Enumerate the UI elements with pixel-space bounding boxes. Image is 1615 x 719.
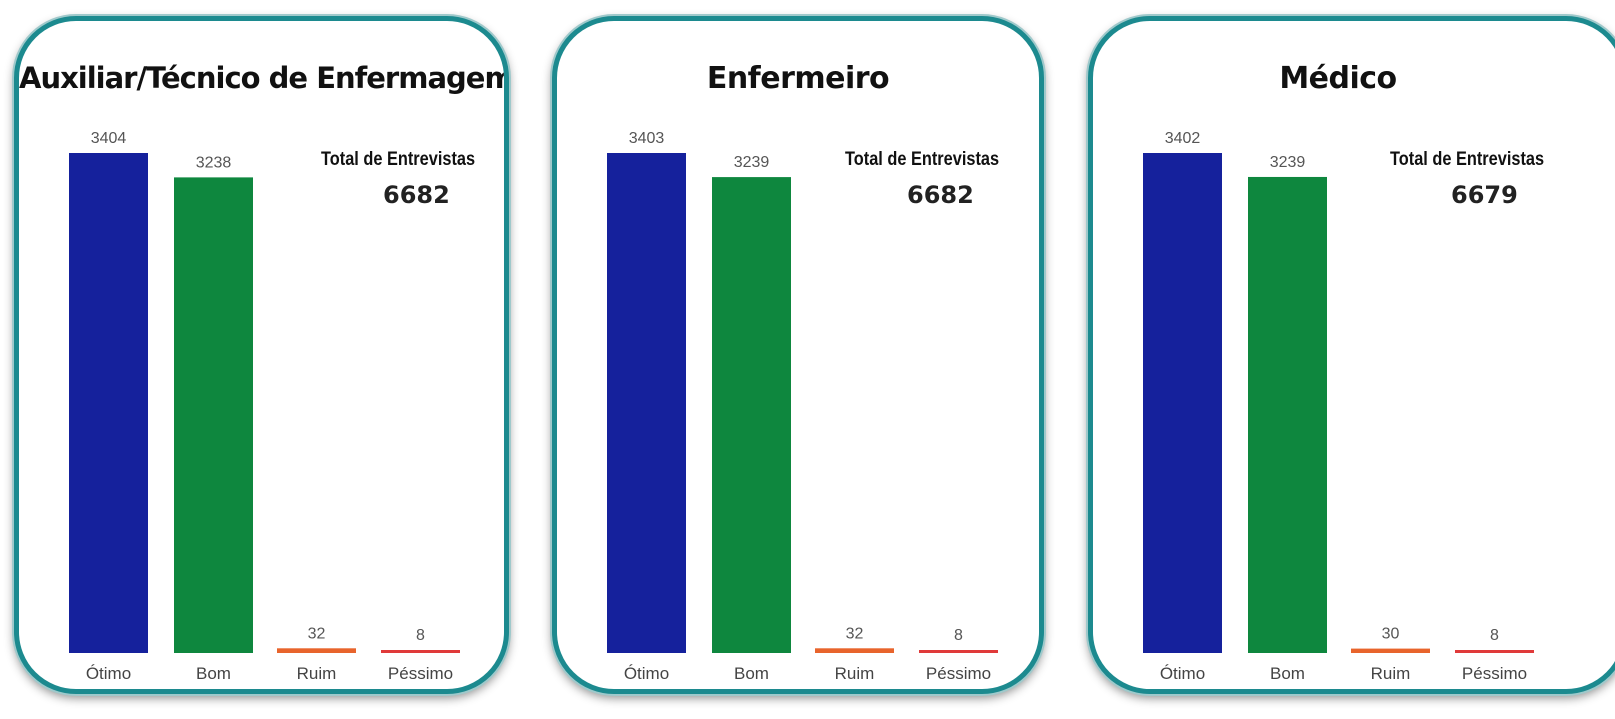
bar-3[interactable] bbox=[919, 650, 998, 653]
chart-title: Enfermeiro bbox=[706, 61, 890, 96]
category-label: Ótimo bbox=[1160, 664, 1205, 683]
category-label: Péssimo bbox=[926, 664, 991, 683]
bar-chart: 3402 Ótimo 3239 Bom 30 Ruim 8 Péssimo bbox=[1143, 130, 1534, 683]
category-label: Ruim bbox=[1371, 664, 1411, 683]
bar-0[interactable] bbox=[69, 153, 148, 653]
bar-3[interactable] bbox=[1455, 650, 1534, 653]
data-label: 3238 bbox=[196, 154, 232, 171]
chart-title: Auxiliar/Técnico de Enfermagem bbox=[19, 61, 509, 95]
chart-panel-enfermeiro: Enfermeiro Total de Entrevistas 6682 340… bbox=[552, 16, 1044, 694]
category-label: Bom bbox=[196, 664, 231, 683]
data-label: 3404 bbox=[91, 130, 127, 147]
category-label: Péssimo bbox=[1462, 664, 1527, 683]
category-label: Bom bbox=[734, 664, 769, 683]
bar-1[interactable] bbox=[1248, 176, 1327, 654]
data-label: 8 bbox=[416, 627, 425, 644]
data-label: 8 bbox=[1490, 627, 1499, 644]
bar-0[interactable] bbox=[1143, 153, 1222, 653]
data-label: 8 bbox=[954, 627, 963, 644]
chart-title: Médico bbox=[1279, 61, 1397, 96]
bar-2[interactable] bbox=[277, 648, 356, 653]
category-label: Ótimo bbox=[624, 664, 669, 683]
bar-2[interactable] bbox=[1351, 648, 1430, 653]
category-label: Bom bbox=[1270, 664, 1305, 683]
bar-chart: 3403 Ótimo 3239 Bom 32 Ruim 8 Péssimo bbox=[607, 130, 998, 683]
data-label: 3403 bbox=[629, 130, 665, 147]
data-label: 30 bbox=[1382, 626, 1400, 643]
category-label: Ótimo bbox=[86, 664, 131, 683]
bar-3[interactable] bbox=[381, 650, 460, 653]
data-label: 3239 bbox=[734, 154, 770, 171]
total-entrevistas-label: Total de Entrevistas bbox=[321, 149, 476, 170]
chart-panel-auxiliar: Auxiliar/Técnico de Enfermagem Total de … bbox=[14, 16, 509, 694]
category-label: Ruim bbox=[297, 664, 337, 683]
bar-0[interactable] bbox=[607, 153, 686, 653]
bar-2[interactable] bbox=[815, 648, 894, 653]
bar-chart: 3404 Ótimo 3238 Bom 32 Ruim 8 Péssimo bbox=[69, 130, 460, 683]
bar-1[interactable] bbox=[174, 177, 253, 654]
total-entrevistas-value: 6682 bbox=[383, 181, 450, 209]
total-entrevistas-label: Total de Entrevistas bbox=[1390, 149, 1545, 170]
category-label: Ruim bbox=[835, 664, 875, 683]
total-entrevistas-value: 6679 bbox=[1451, 181, 1518, 209]
data-label: 32 bbox=[846, 625, 864, 642]
category-label: Péssimo bbox=[388, 664, 453, 683]
data-label: 3239 bbox=[1270, 154, 1306, 171]
data-label: 32 bbox=[308, 625, 326, 642]
data-label: 3402 bbox=[1165, 130, 1201, 147]
chart-panel-medico: Médico Total de Entrevistas 6679 3402 Óti… bbox=[1088, 16, 1615, 694]
total-entrevistas-label: Total de Entrevistas bbox=[845, 149, 1000, 170]
bar-1[interactable] bbox=[712, 177, 791, 654]
total-entrevistas-value: 6682 bbox=[907, 181, 974, 209]
